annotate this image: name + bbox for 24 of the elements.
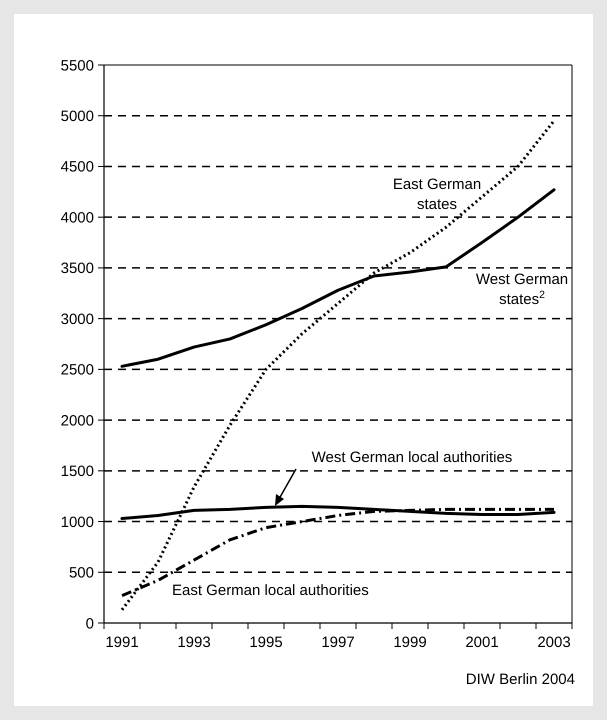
x-tick-label: 2003 bbox=[537, 634, 571, 651]
x-tick-label: 1999 bbox=[393, 634, 427, 651]
y-tick-label: 4500 bbox=[60, 158, 94, 176]
x-tick-label: 2001 bbox=[465, 634, 499, 651]
x-tick-label: 1993 bbox=[177, 634, 211, 651]
series-label: East German states bbox=[392, 176, 482, 213]
text: West German local authorities bbox=[312, 449, 512, 466]
series-label: East German local authorities bbox=[172, 582, 369, 599]
text: DIW Berlin 2004 bbox=[466, 671, 575, 688]
y-tick-label: 5500 bbox=[60, 57, 94, 74]
y-tick-label: 4000 bbox=[60, 209, 94, 226]
x-tick-label: 1995 bbox=[249, 634, 283, 651]
y-tick-label: 2500 bbox=[60, 362, 94, 379]
y-tick-label: 3000 bbox=[60, 310, 94, 328]
y-tick-label: 2000 bbox=[60, 412, 94, 430]
y-tick-label: 0 bbox=[86, 615, 94, 632]
y-tick-label: 500 bbox=[68, 564, 94, 582]
y-tick-label: 3500 bbox=[60, 260, 94, 278]
y-tick-label: 5000 bbox=[60, 108, 94, 125]
y-tick-label: 1000 bbox=[60, 514, 94, 531]
y-tick-label: 1500 bbox=[60, 463, 94, 480]
x-tick-label: 1997 bbox=[321, 634, 355, 651]
series-label: West German states$^{2}$ bbox=[476, 271, 568, 308]
x-tick-label: 1991 bbox=[105, 634, 139, 651]
